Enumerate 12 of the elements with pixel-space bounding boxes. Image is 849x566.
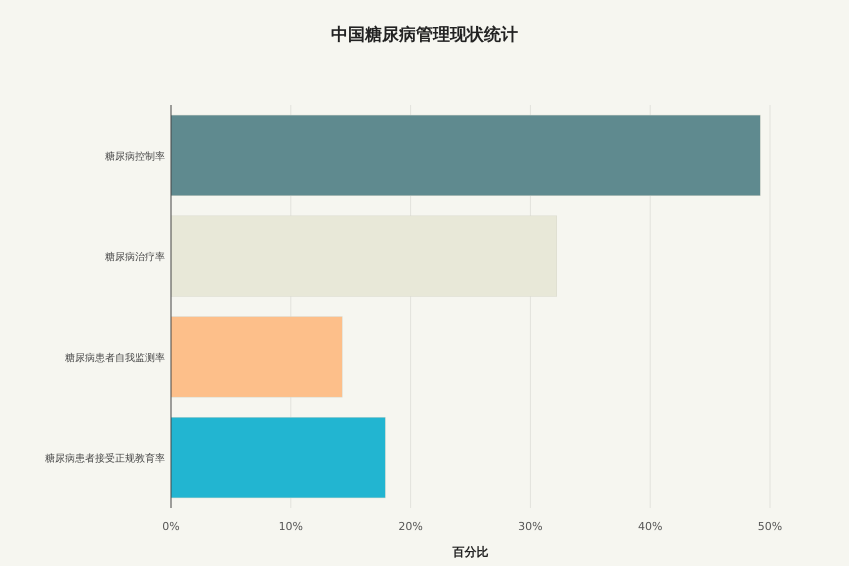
x-tick-label: 10% (278, 520, 304, 533)
x-tick-label: 40% (638, 520, 662, 533)
x-axis-title: 百分比 (452, 545, 488, 559)
x-tick-label: 30% (518, 520, 543, 533)
y-tick-label: 糖尿病患者接受正规教育率 (45, 452, 165, 465)
x-tick-label: 50% (758, 520, 782, 533)
x-tick-label: 20% (398, 520, 423, 533)
y-tick-label: 糖尿病治疗率 (105, 251, 165, 264)
y-tick-label: 糖尿病患者自我监测率 (65, 352, 165, 364)
x-tick-label: 0% (162, 520, 180, 533)
chart-title: 中国糖尿病管理现状统计 (331, 25, 518, 45)
y-tick-label: 糖尿病控制率 (105, 150, 165, 162)
